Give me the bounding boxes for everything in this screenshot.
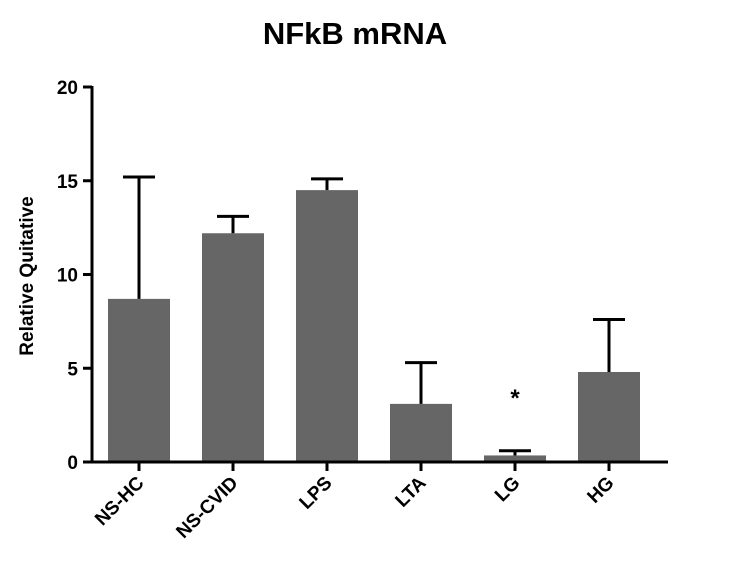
x-tick-label: LTA: [392, 472, 431, 511]
x-tick-label: LPS: [296, 473, 337, 514]
x-tick-label: NS-HC: [91, 472, 149, 530]
y-tick-label: 15: [57, 172, 79, 193]
y-tick-label: 0: [67, 453, 78, 474]
bar-lta: [390, 403, 452, 462]
plot-area: 0 5 10 15 20 NS-HC NS-CVID LPS LTA LG HG *: [57, 78, 668, 543]
y-tick-label: 20: [57, 78, 78, 99]
significance-marker: *: [510, 385, 520, 412]
bar-hg: [578, 372, 640, 462]
bar-ns-hc: [108, 298, 170, 462]
bar-ns-cvid: [202, 233, 264, 462]
y-tick-label: 10: [57, 266, 78, 287]
bar-lps: [296, 190, 358, 462]
x-tick-label: LG: [491, 473, 525, 507]
x-tick-label: HG: [584, 473, 619, 508]
chart-title: NFkB mRNA: [263, 16, 447, 51]
y-tick-label: 5: [67, 359, 78, 380]
x-tick-label: NS-CVID: [172, 473, 242, 543]
y-axis-label: Relative Quitative: [17, 196, 38, 355]
bar-lg: [484, 455, 546, 462]
